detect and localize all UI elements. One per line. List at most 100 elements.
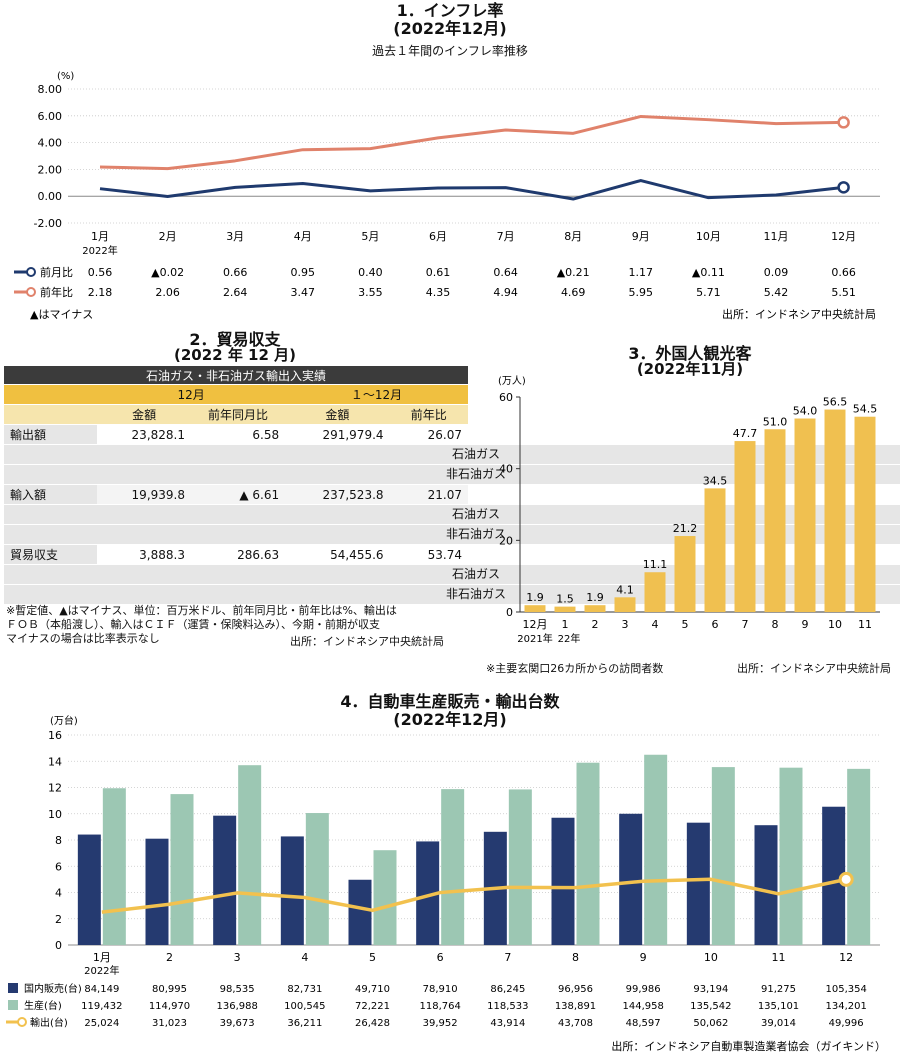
auto-legend-label: 生産(台) <box>24 999 62 1012</box>
auto-export-point <box>838 871 854 887</box>
tourism-unit: (万人) <box>498 375 526 387</box>
auto-x-tick: 7 <box>504 951 511 964</box>
inflation-period: (2022年12月) <box>393 19 507 38</box>
trade-table-row: 非石油ガス16,738.8▲ 6.87197,107.415.50 <box>4 524 900 545</box>
tourism-data-label: 51.0 <box>763 415 788 428</box>
auto-bar-domestic <box>145 838 169 945</box>
inflation-data-label: 0.40 <box>358 266 383 279</box>
tourism-data-label: 54.5 <box>853 403 878 416</box>
auto-data-label: 26,428 <box>355 1018 390 1029</box>
trade-table-row: 貿易収支 3,888.3 286.63 54,455.6 53.74 <box>4 544 468 565</box>
inflation-data-label: 5.42 <box>764 286 789 299</box>
tourism-x-tick: 5 <box>682 618 689 631</box>
trade-group-row: 12月 １～12月 <box>4 384 468 405</box>
trade-table: 石油ガス・非石油ガス輸出入実績 12月 １～12月 金額 前年同月比 金額 前年比 輸出額 23… <box>4 366 900 605</box>
inflation-x-tick: 1月 <box>91 230 109 243</box>
tourism-bar <box>704 488 726 612</box>
tourism-chart: (万人) 0 20 40 60 1.9 12月 1.5 1 1.9 2 4.1 3 11.1 4 21.2 5 3… <box>498 375 880 645</box>
inflation-x-tick: 5月 <box>361 230 379 243</box>
tourism-x-tick: 8 <box>772 618 779 631</box>
tourism-bar <box>554 606 576 612</box>
trade-note-line: ＦＯＢ（本船渡し）、輸入はＣＩＦ（運賃・保険料込み）、今期・前期が収支 <box>6 618 380 631</box>
inflation-x-tick: 4月 <box>294 230 312 243</box>
trade-period: (2022 年 12 月) <box>174 346 296 364</box>
trade-header-row: 石油ガス・非石油ガス輸出入実績 <box>4 366 468 385</box>
auto-bar-production <box>441 789 465 945</box>
auto-data-label: 31,023 <box>152 1018 187 1029</box>
auto-bar-production <box>305 813 329 945</box>
inflation-data-label: ▲0.11 <box>692 266 725 279</box>
auto-y-tick: 0 <box>55 939 62 952</box>
auto-unit: (万台) <box>50 714 78 727</box>
auto-bar-domestic <box>77 834 101 945</box>
trade-cell: 3,888.3 <box>97 544 191 565</box>
inflation-data-label: 0.64 <box>493 266 518 279</box>
inflation-y-tick: 6.00 <box>38 110 63 123</box>
inflation-data-label: 0.09 <box>764 266 789 279</box>
auto-bar-production <box>644 754 668 945</box>
trade-header: 石油ガス・非石油ガス輸出入実績 <box>4 366 468 385</box>
trade-table-row: 石油ガス3,201.0▲ 5.2340,416.458.31 <box>4 504 900 525</box>
inflation-year-label: 2022年 <box>82 244 117 257</box>
inflation-legend-marker <box>26 267 36 277</box>
auto-legend-swatch <box>8 1000 18 1010</box>
inflation-x-tick: 10月 <box>696 230 721 243</box>
inflation-series-line <box>99 114 844 171</box>
tourism-year-label: 22年 <box>558 632 581 645</box>
auto-data-label: 86,245 <box>490 984 525 995</box>
auto-title: 4．自動車生産販売・輸出台数 <box>340 692 560 711</box>
auto-data-label: 135,101 <box>758 1001 799 1012</box>
tourism-data-label: 54.0 <box>793 405 818 418</box>
trade-table-row: 非石油ガス5,613.669.3178,849.461.90 <box>4 584 900 605</box>
inflation-x-tick: 12月 <box>831 230 856 243</box>
tourism-data-label: 21.2 <box>673 522 698 535</box>
auto-data-label: 48,597 <box>626 1018 661 1029</box>
auto-data-label: 43,708 <box>558 1018 593 1029</box>
inflation-data-label: 3.55 <box>358 286 383 299</box>
inflation-x-tick: 3月 <box>226 230 244 243</box>
inflation-data-label: 5.71 <box>696 286 721 299</box>
trade-corner <box>4 404 98 425</box>
auto-x-tick: 3 <box>234 951 241 964</box>
auto-source: 出所：インドネシア自動車製造業者協会（ガイキンド） <box>611 1039 886 1053</box>
auto-bar-production <box>170 794 194 945</box>
auto-x-tick: 11 <box>772 951 786 964</box>
auto-data-label: 80,995 <box>152 984 187 995</box>
tourism-y-tick: 60 <box>499 391 513 404</box>
tourism-year-label: 2021年 <box>517 632 552 645</box>
tourism-x-tick: 1 <box>562 618 569 631</box>
inflation-data-label: 1.17 <box>629 266 654 279</box>
inflation-y-tick: 2.00 <box>38 163 63 176</box>
auto-bar-production <box>238 765 262 945</box>
tourism-x-tick: 11 <box>858 618 872 631</box>
auto-y-tick: 14 <box>48 755 62 768</box>
auto-bar-domestic <box>348 879 372 945</box>
auto-bar-domestic <box>619 813 643 945</box>
auto-y-tick: 16 <box>48 729 62 742</box>
inflation-x-tick: 7月 <box>497 230 515 243</box>
auto-bar-domestic <box>551 817 575 945</box>
trade-source: 出所：インドネシア中央統計局 <box>290 635 444 648</box>
inflation-data-label: 5.51 <box>831 286 856 299</box>
trade-cell: 21.07 <box>389 484 468 505</box>
auto-bar-production <box>711 767 735 945</box>
auto-data-label: 135,542 <box>690 1001 731 1012</box>
inflation-data-label: 0.61 <box>426 266 451 279</box>
auto-x-tick: 2 <box>166 951 173 964</box>
inflation-legend-label: 前年比 <box>40 285 73 299</box>
auto-chart: (万台) 0 2 4 6 8 10 12 14 16 1月 2 3 4 5 6 7 8 9 10 11 12 2022年国内… <box>6 714 886 1053</box>
inflation-data-label: ▲0.21 <box>557 266 590 279</box>
auto-data-label: 100,545 <box>284 1001 325 1012</box>
auto-data-label: 91,275 <box>761 984 796 995</box>
tourism-data-label: 1.9 <box>586 591 604 604</box>
auto-bar-domestic <box>416 841 440 945</box>
tourism-data-label: 56.5 <box>823 396 848 409</box>
trade-column-row: 金額 前年同月比 金額 前年比 <box>4 404 468 425</box>
inflation-data-label: 2.06 <box>155 286 180 299</box>
trade-row-label: 輸出額 <box>4 424 98 445</box>
auto-x-tick: 12 <box>839 951 853 964</box>
auto-x-tick: 5 <box>369 951 376 964</box>
tourism-x-tick: 6 <box>712 618 719 631</box>
inflation-data-label: ▲0.02 <box>151 266 184 279</box>
auto-legend-label: 国内販売(台) <box>24 982 82 995</box>
